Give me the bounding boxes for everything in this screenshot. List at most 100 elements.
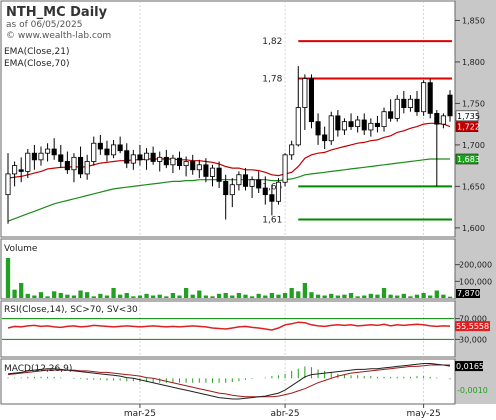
- volume-bar: [124, 293, 129, 298]
- volume-bar: [32, 295, 37, 298]
- volume-bar: [25, 293, 30, 298]
- volume-bar: [144, 293, 149, 298]
- y-axis-ticks: 1,600 1,650 1,700 1,750 1,800 1,850 100,000 200…: [455, 16, 492, 344]
- volume-bar: [157, 294, 162, 298]
- volume-bar: [355, 296, 360, 298]
- price-marker-box: [455, 121, 479, 132]
- volume-bar: [421, 293, 426, 298]
- volume-bar: [342, 294, 347, 298]
- volume-bar: [137, 295, 143, 298]
- macd-line: [7, 363, 451, 400]
- candle-body: [209, 167, 216, 177]
- price-tick-label: 1,850: [462, 16, 485, 25]
- volume-title: Volume: [4, 244, 38, 254]
- candle-body: [440, 115, 446, 125]
- price-tick-label: 1,650: [462, 182, 485, 191]
- candle-body: [434, 112, 440, 125]
- volume-bar: [315, 294, 321, 298]
- y-axis-background: [455, 0, 496, 404]
- volume-bar: [434, 290, 439, 298]
- volume-bar: [282, 293, 288, 298]
- volume-bar: [447, 296, 453, 298]
- volume-bar: [19, 283, 24, 298]
- macd-last-box: [455, 361, 483, 372]
- price-marker-box: [455, 153, 479, 165]
- volume-bar: [395, 295, 400, 298]
- volume-bar: [375, 294, 380, 298]
- volume-bar: [335, 295, 340, 298]
- volume-bar: [348, 293, 354, 298]
- volume-bar: [150, 295, 156, 298]
- volume-bar: [408, 296, 413, 298]
- candle-body: [91, 142, 97, 162]
- ema70-line: [7, 158, 450, 222]
- candle-body: [295, 107, 301, 146]
- volume-bar: [98, 293, 103, 298]
- candle-body: [18, 169, 24, 172]
- volume-tick-label: 200,000: [459, 261, 492, 270]
- volume-bar: [216, 293, 222, 298]
- volume-bar: [78, 290, 83, 298]
- volume-bar: [71, 295, 77, 298]
- candle-body: [341, 121, 347, 131]
- candle-body: [355, 119, 361, 128]
- candle-body: [71, 156, 77, 171]
- volume-bar: [414, 294, 420, 298]
- price-marker-label: 1,735: [457, 112, 480, 121]
- candle-body: [308, 78, 315, 123]
- volume-bar: [104, 295, 110, 298]
- volume-bar: [170, 293, 176, 298]
- volume-bar: [183, 288, 189, 298]
- candle-body: [25, 152, 31, 172]
- candle-body: [31, 152, 37, 161]
- x-tick-label: may-25: [407, 409, 441, 419]
- volume-bar: [91, 296, 96, 298]
- volume-last-label: 7,870: [457, 289, 480, 298]
- candle-body: [104, 148, 110, 156]
- macd-last-label: 0,0165: [456, 362, 484, 371]
- macd-panel-frame: [0, 358, 456, 405]
- volume-bar: [5, 258, 11, 298]
- volume-bar: [210, 296, 215, 298]
- rsi-last-box: [455, 321, 490, 332]
- rsi-tick-label: 30,000: [459, 335, 487, 344]
- volume-bar: [269, 293, 275, 298]
- candle-body: [401, 98, 407, 108]
- candle-body: [407, 98, 413, 108]
- volume-bar: [401, 293, 406, 298]
- volume-bar: [58, 293, 63, 298]
- candle-body: [84, 161, 90, 175]
- candle-body: [328, 115, 334, 142]
- x-tick-label: abr-25: [271, 409, 300, 419]
- volume-bar: [428, 295, 433, 298]
- rsi-last-label: 55,5558: [456, 322, 489, 331]
- volume-bar: [302, 283, 308, 298]
- candle-body: [348, 121, 354, 128]
- legend-ema-long: EMA(Close,70): [4, 59, 69, 69]
- volume-bar: [256, 293, 261, 298]
- candle-body: [97, 142, 103, 150]
- volume-bar: [38, 292, 44, 298]
- candle-body: [64, 161, 70, 171]
- candle-body: [190, 161, 196, 171]
- macd-hist-last-label: -0,0010: [457, 386, 488, 395]
- candle-body: [322, 134, 328, 142]
- candle-body: [170, 157, 176, 166]
- volume-bar: [164, 296, 169, 298]
- volume-bar: [388, 294, 393, 298]
- volume-bar: [85, 292, 90, 298]
- candle-body: [394, 98, 400, 119]
- price-marker-label: 1,722: [457, 123, 480, 132]
- volume-bar: [45, 296, 50, 298]
- volume-bar: [190, 294, 195, 298]
- candle-body: [78, 156, 84, 175]
- volume-bar: [441, 294, 446, 298]
- rsi-series: [2, 318, 454, 340]
- x-axis: mar-25 abr-25 may-25: [124, 404, 441, 419]
- support-label: 1,61: [262, 216, 282, 226]
- volume-panel-frame: [0, 238, 456, 300]
- candle-body: [249, 179, 255, 187]
- candle-body: [176, 157, 183, 167]
- volume-bar: [197, 290, 202, 298]
